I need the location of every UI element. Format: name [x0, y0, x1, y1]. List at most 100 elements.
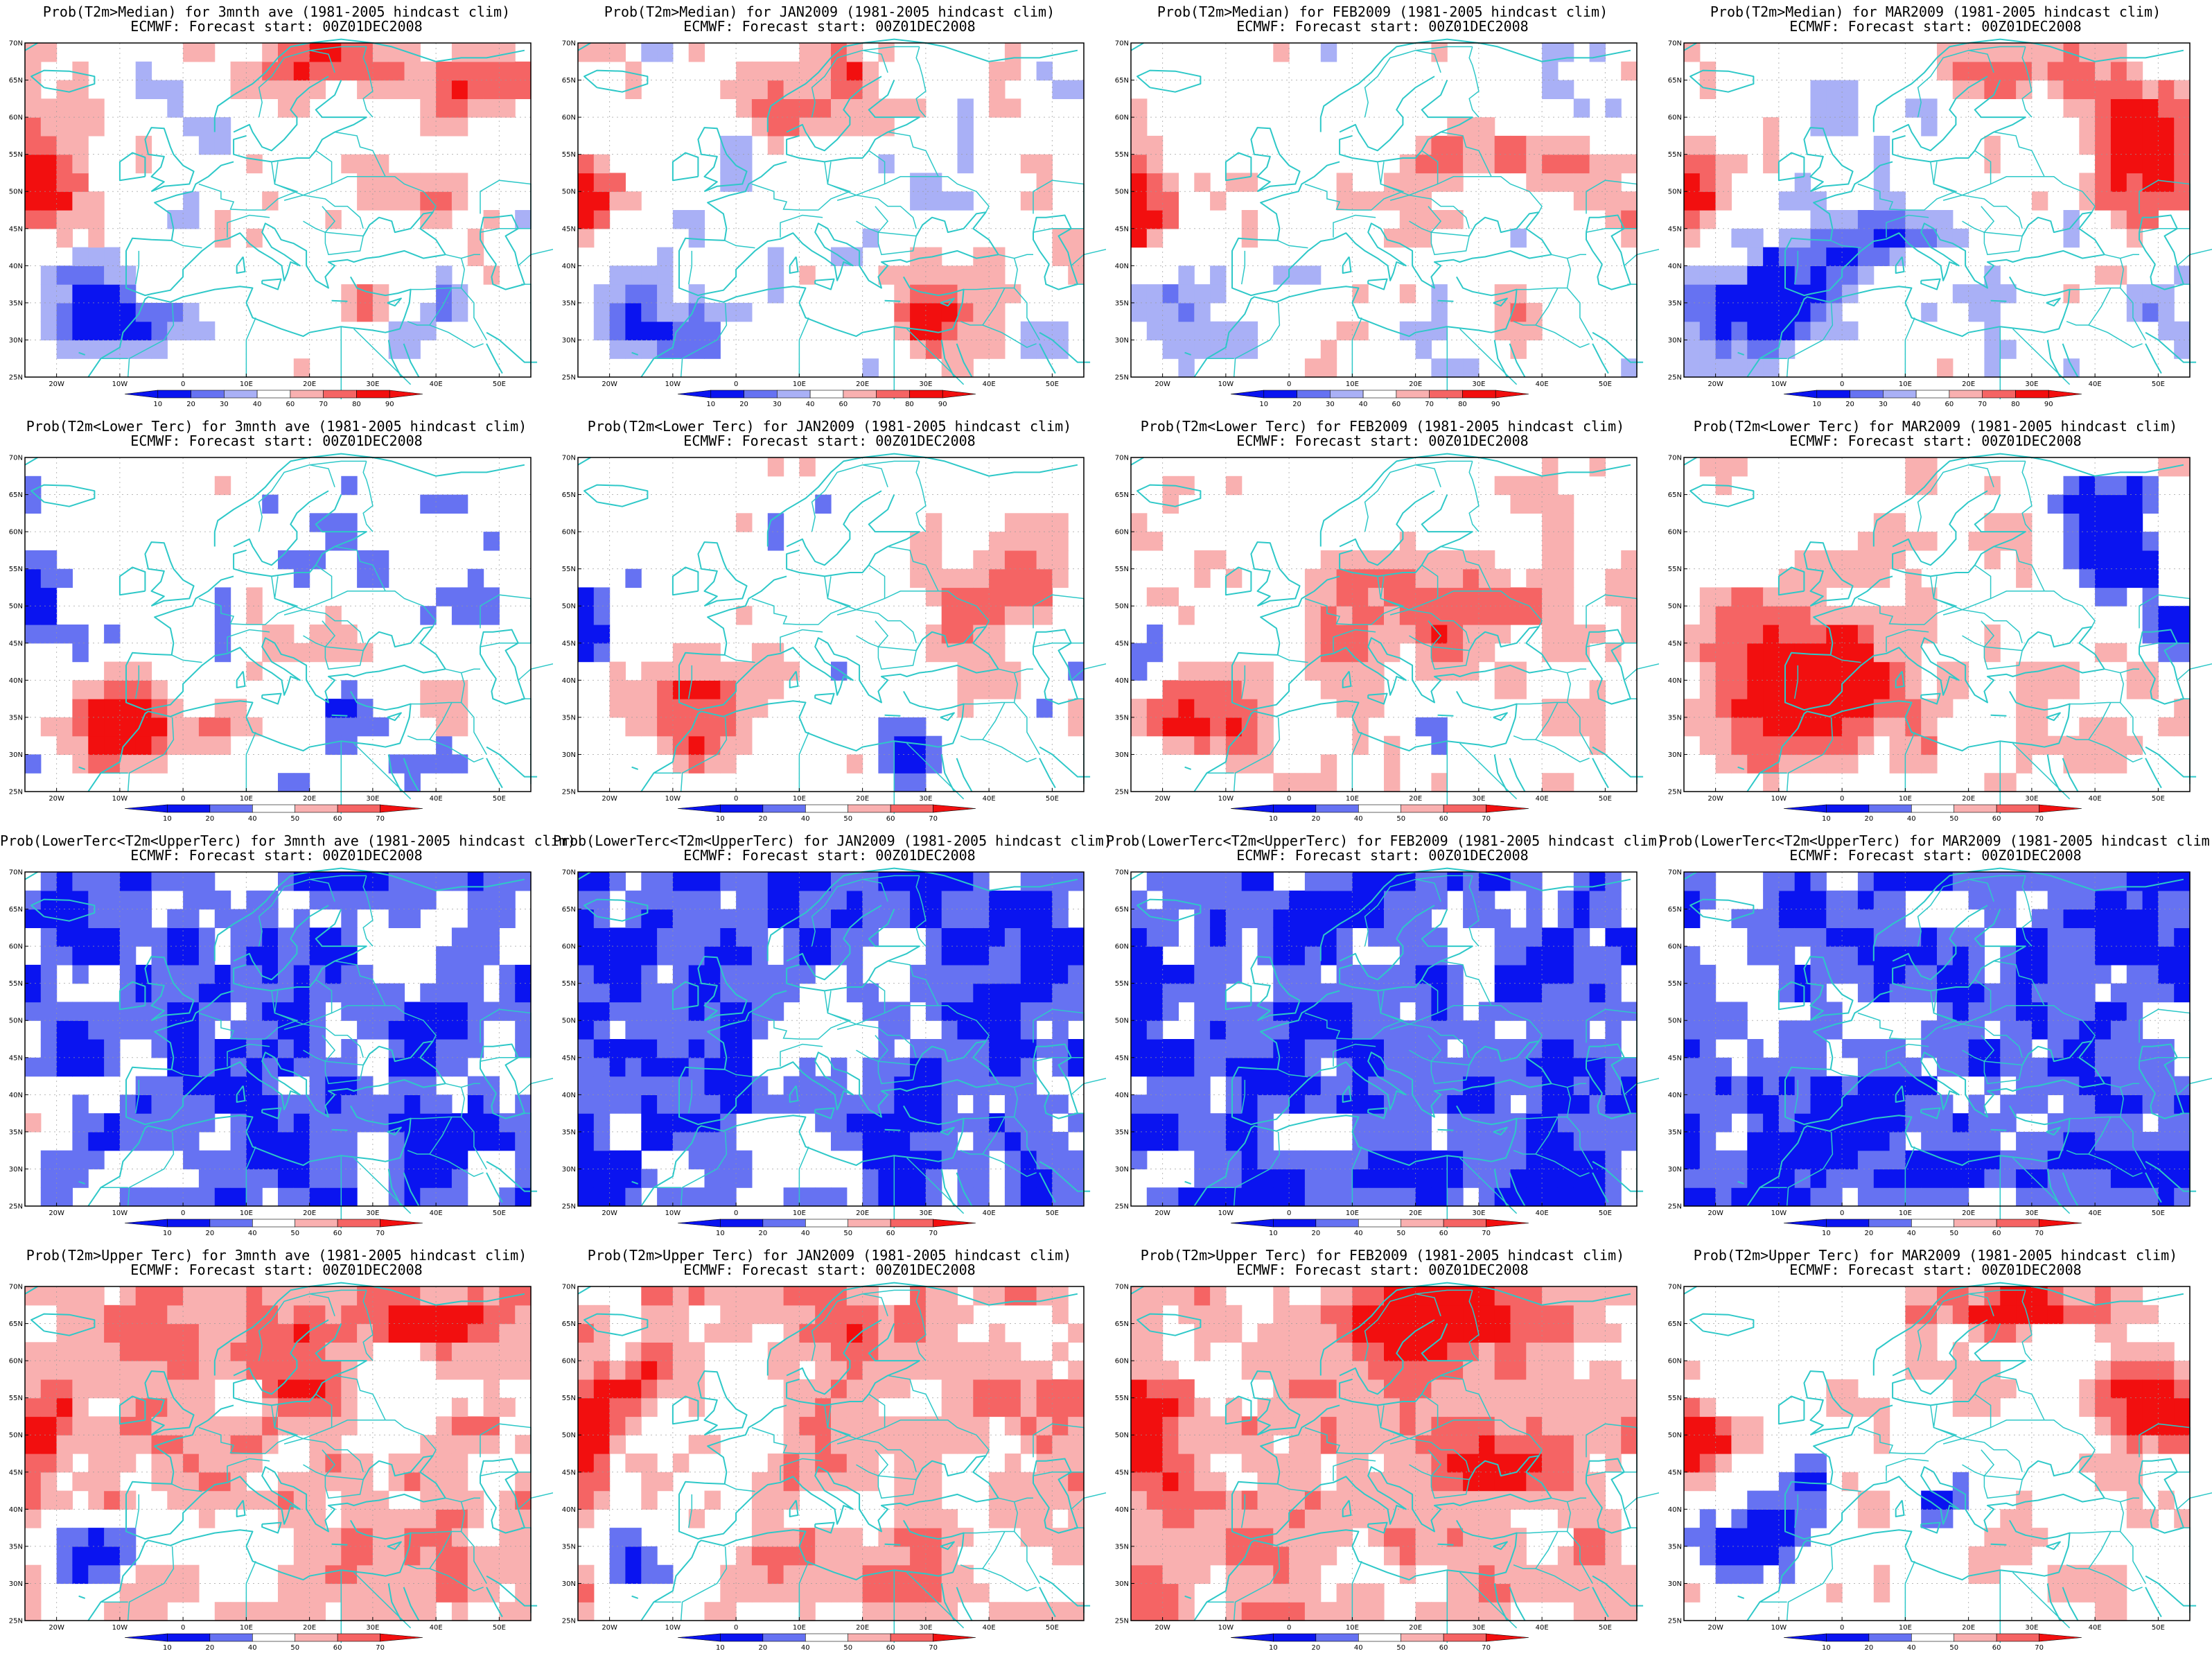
field-cell [1763, 909, 1780, 928]
field-cell [1415, 1076, 1432, 1095]
country-border [407, 1150, 430, 1155]
coastline [915, 1040, 999, 1084]
field-cell [1004, 1169, 1021, 1188]
field-cell [25, 98, 42, 118]
field-cell [925, 340, 942, 359]
country-border [856, 635, 917, 670]
field-cell [1794, 284, 1811, 304]
field-cell [2000, 1020, 2017, 1040]
field-cell [104, 1323, 121, 1343]
field-cell [293, 983, 310, 1003]
field-cell [293, 1564, 310, 1585]
field-cell [404, 1020, 421, 1040]
field-cell [973, 661, 990, 681]
field-cell [989, 265, 1006, 285]
field-cell [167, 1583, 184, 1603]
field-cell [1952, 1187, 1969, 1207]
field-cell [25, 1379, 42, 1399]
field-cell [104, 1472, 121, 1492]
field-cell [609, 1094, 626, 1114]
field-cell [104, 284, 121, 304]
field-cell [657, 909, 674, 928]
field-cell [973, 265, 990, 285]
field-cell [214, 475, 231, 496]
colorbar-label: 50 [1949, 1230, 1958, 1237]
field-cell [198, 1020, 216, 1040]
field-cell [2016, 1131, 2033, 1151]
field-cell [1004, 1150, 1021, 1170]
field-cell [1178, 1187, 1195, 1207]
field-cell [1494, 606, 1511, 625]
lon-tick-label: 20W [602, 381, 617, 388]
field-cell [2126, 173, 2143, 192]
field-cell [1778, 265, 1796, 285]
coastline [1339, 909, 1473, 992]
field-cell [925, 964, 942, 984]
field-cell [388, 1057, 405, 1077]
field-cell [815, 117, 832, 137]
field-cell [135, 680, 152, 699]
field-cell [989, 284, 1006, 304]
field-cell [704, 680, 721, 699]
field-cell [25, 1583, 42, 1603]
field-cell [657, 43, 674, 62]
field-cell [2110, 717, 2127, 737]
colorbar-segment [252, 804, 296, 813]
field-cell [72, 1169, 89, 1188]
coastline [1493, 1126, 1508, 1136]
field-cell [119, 1435, 137, 1454]
field-cell [1621, 228, 1638, 248]
field-cell [1368, 568, 1385, 588]
field-cell [451, 98, 468, 118]
field-cell [341, 643, 358, 663]
field-cell [167, 946, 184, 966]
field-cell [846, 1131, 863, 1151]
coastline [2046, 1126, 2061, 1136]
lon-tick-label: 40E [2089, 381, 2102, 388]
lat-tick-label: 50N [1668, 1018, 1682, 1025]
field-cell [1889, 699, 1906, 718]
panel-title: Prob(T2m>Median) for JAN2009 (1981-2005 … [604, 3, 1055, 20]
lon-tick-label: 10W [112, 381, 128, 388]
field-cell [25, 135, 42, 155]
field-cell [1494, 1131, 1511, 1151]
field-cell [1826, 117, 1843, 137]
field-cell [2126, 927, 2143, 947]
field-cell [1526, 321, 1543, 341]
field-cell [1542, 568, 1559, 588]
field-cell [293, 1546, 310, 1566]
coastline [261, 278, 282, 290]
field-cell [1447, 1002, 1464, 1021]
field-cell [183, 1076, 200, 1095]
coastline [1231, 575, 1552, 711]
field-cell [1162, 494, 1179, 514]
field-cell [1621, 606, 1638, 625]
field-cell [1352, 717, 1369, 737]
field-cell [1415, 1169, 1432, 1188]
borders [100, 46, 553, 400]
field-cell [25, 80, 42, 99]
lat-tick-label: 60N [562, 943, 576, 951]
field-cell [1225, 1002, 1243, 1021]
field-cell [167, 1472, 184, 1492]
field-cell [1842, 1076, 1859, 1095]
field-cell [910, 340, 927, 359]
coastline [1033, 629, 1078, 705]
field-cell [1020, 1169, 1037, 1188]
field-cell [2095, 191, 2112, 211]
coastline [789, 256, 799, 274]
field-cell [672, 643, 690, 663]
lon-tick-label: 30E [2025, 1210, 2038, 1217]
field-cell [672, 927, 690, 947]
coastlines [577, 453, 1091, 792]
field-cell [910, 1150, 927, 1170]
field-cell [1905, 735, 1922, 756]
field-cell [1384, 983, 1401, 1003]
field-cell [1699, 625, 1717, 644]
colorbar-label: 80 [1458, 401, 1467, 408]
field-cell [2142, 606, 2159, 625]
field-cell [1905, 475, 1922, 496]
panel-title: Prob(T2m<Lower Terc) for JAN2009 (1981-2… [587, 418, 1072, 435]
lon-tick-label: 30E [366, 1210, 379, 1217]
